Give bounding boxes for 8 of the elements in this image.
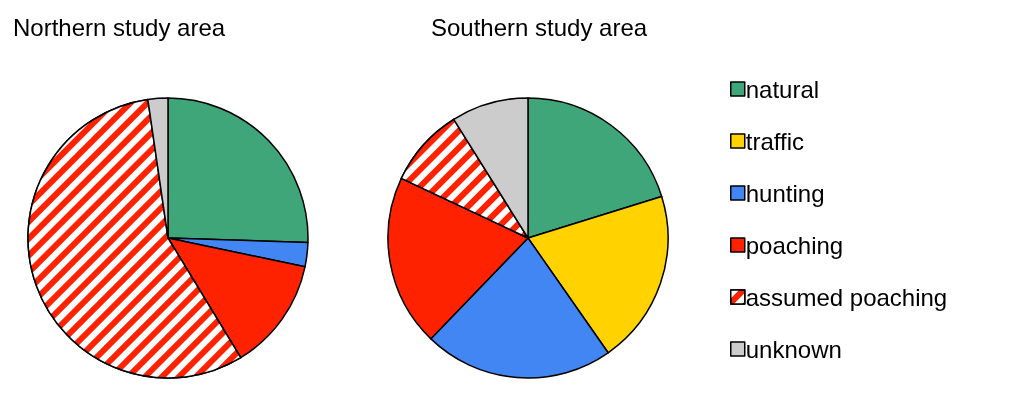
slice-label: Northern study area — [13, 13, 226, 41]
slice-label: Southern study area — [431, 13, 648, 41]
legend-label: poaching — [745, 231, 844, 259]
legend-label: traffic — [745, 127, 804, 155]
legend-label: assumed poaching — [745, 283, 948, 311]
legend-label: natural — [745, 75, 820, 103]
legend-label: unknown — [745, 335, 842, 363]
legend-label: hunting — [745, 179, 825, 207]
